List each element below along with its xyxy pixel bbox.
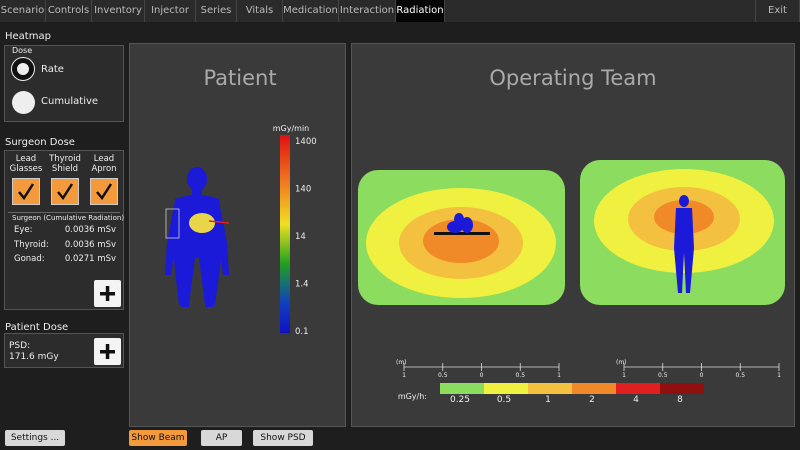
legend: 0.25 0.5 1 2 4 8: [440, 383, 704, 405]
scale-unit: (m): [616, 359, 627, 366]
scale-tick-label: 1: [557, 372, 561, 379]
legend-swatch: [660, 383, 704, 394]
dose-label: Gonad:: [14, 254, 45, 264]
detector: [165, 208, 180, 239]
legend-label: 0.25: [450, 395, 470, 405]
legend-swatch: [616, 383, 660, 394]
legend-label: 0.5: [497, 395, 511, 405]
checkbox[interactable]: [90, 178, 118, 205]
legend-swatch: [528, 383, 572, 394]
add-button[interactable]: [94, 338, 121, 365]
legend-swatch: [572, 383, 616, 394]
protection-label: Thyroid Shield: [49, 154, 81, 174]
legend-unit: mGy/h:: [398, 392, 427, 401]
scale-tick-label: 0: [700, 372, 704, 379]
scale-tick-label: 0.5: [658, 372, 668, 379]
color-scale: 1400 140 14 1.4 0.1: [295, 137, 317, 337]
scale-tick-label: 1: [777, 372, 781, 379]
heatmap-side: [580, 160, 785, 305]
psd-value: 171.6 mGy: [9, 352, 59, 362]
dose-value: 0.0271 mSv: [64, 254, 116, 264]
legend-label: 1: [545, 395, 551, 405]
tab[interactable]: Series: [196, 0, 237, 22]
settings-button[interactable]: Settings ...: [5, 430, 65, 446]
dose-group: Dose: [12, 46, 33, 55]
scale-label: 140: [295, 185, 311, 195]
divider: [8, 212, 120, 213]
scale-tick-label: 0.5: [515, 372, 525, 379]
dose-label: Thyroid:: [14, 239, 49, 250]
ap-button[interactable]: AP: [201, 430, 242, 446]
panel-title: Operating Team: [489, 66, 656, 90]
scale-unit: mGy/min: [273, 124, 310, 133]
scale-label: 1400: [295, 137, 317, 147]
tab[interactable]: Vitals: [237, 0, 283, 22]
surgeon-subtitle: Surgeon (Cumulative Radiation): [12, 214, 125, 222]
psd-label: PSD:: [9, 341, 31, 351]
scale-tick-label: 0: [480, 372, 484, 379]
radio-label: Rate: [41, 64, 64, 75]
legend-label: 8: [677, 395, 683, 405]
scale-label: 1.4: [295, 280, 309, 290]
scale-label: 14: [295, 232, 306, 242]
legend-swatch: [484, 383, 528, 394]
color-bar: [280, 135, 290, 333]
patient-figure: [165, 167, 229, 307]
beam-arrow: [208, 220, 230, 224]
legend-swatch: [440, 383, 484, 394]
tab[interactable]: Radiation: [396, 0, 445, 22]
radio-cumulative[interactable]: [12, 91, 35, 114]
exit-button[interactable]: Exit: [755, 0, 800, 22]
protection-label: Lead Apron: [91, 154, 117, 174]
tab[interactable]: Interaction: [339, 0, 396, 22]
protection-label: Lead Glasses: [9, 154, 43, 174]
radio-label: Cumulative: [41, 96, 99, 107]
scale-label: 0.1: [295, 327, 309, 337]
scale-tick-label: 1: [402, 372, 406, 379]
panel-title: Patient: [203, 66, 276, 90]
radio-rate[interactable]: [12, 58, 34, 80]
patient-view: Patient mGy/min 1400 140 14 1.4 0.1: [165, 66, 317, 337]
tab[interactable]: Scenario: [0, 0, 46, 22]
heatmap-top: [358, 170, 565, 305]
show-beam-button[interactable]: Show Beam: [129, 430, 187, 446]
scale-unit: (m): [396, 359, 407, 366]
dose-label: Eye:: [14, 225, 33, 235]
legend-label: 4: [633, 395, 639, 405]
distance-scales: (m) 1 0.5 0 0.5 1 (m) 1 0.5 0 0.5 1: [396, 359, 781, 379]
tab[interactable]: Injector: [145, 0, 196, 22]
surgeon-dose-title: Surgeon Dose: [5, 137, 75, 148]
show-psd-button[interactable]: Show PSD: [253, 430, 313, 446]
scale-tick-label: 1: [622, 372, 626, 379]
team-view: Operating Team (m)1 0.5 0 0.5 1(m)1 0.5 0 0.5 1 …: [358, 66, 785, 405]
tab[interactable]: Inventory: [92, 0, 145, 22]
scale-tick-label: 0.5: [735, 372, 745, 379]
legend-label: 2: [589, 395, 595, 405]
tab[interactable]: Controls: [46, 0, 92, 22]
beam-spot: [189, 213, 215, 233]
heatmap-title: Heatmap: [5, 31, 51, 42]
dose-value: 0.0036 mSv: [64, 239, 116, 250]
checkbox[interactable]: [51, 178, 79, 205]
dose-value: 0.0036 mSv: [64, 225, 116, 235]
tab[interactable]: Medication: [283, 0, 339, 22]
checkbox[interactable]: [12, 178, 40, 205]
patient-panel: [129, 43, 346, 427]
scale-tick-label: 0.5: [438, 372, 448, 379]
add-button[interactable]: [94, 280, 121, 307]
patient-dose-title: Patient Dose: [5, 322, 69, 333]
